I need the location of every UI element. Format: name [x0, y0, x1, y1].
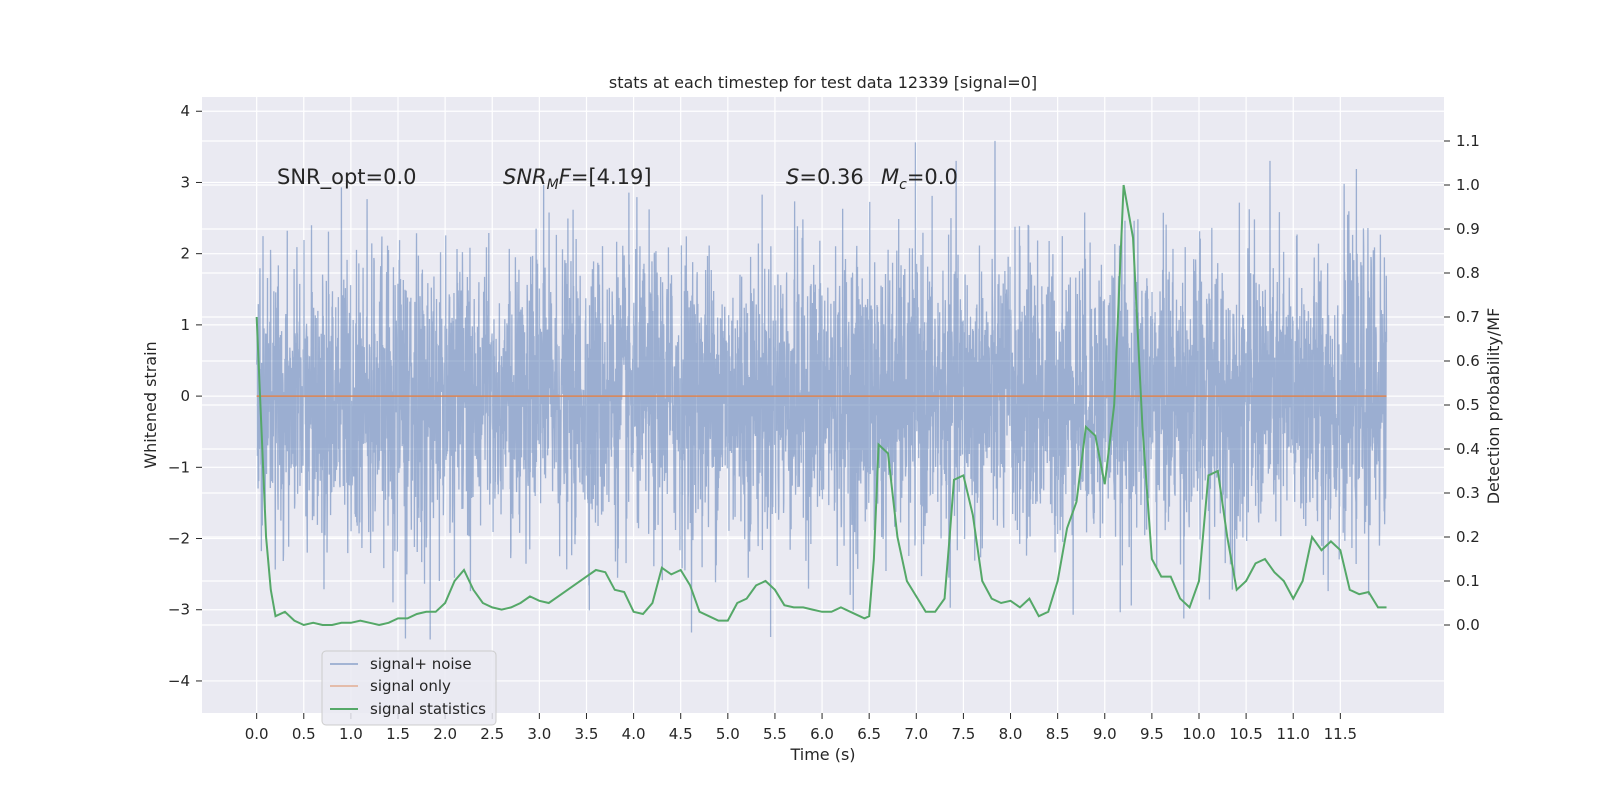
x-tick-label: 3.5 [575, 725, 599, 743]
legend-label-signal-noise: signal+ noise [370, 655, 472, 673]
x-tick-label: 3.0 [527, 725, 551, 743]
mc-symbol: M [881, 165, 899, 189]
y2-tick-label: 0.8 [1456, 264, 1480, 282]
y2-axis-ticks: 0.0 0.1 0.2 0.3 0.4 0.5 0.6 0.7 0.8 0.9 1.0 1.1 [1444, 132, 1480, 634]
legend-box [321, 650, 497, 726]
mc-subscript: c [899, 177, 907, 193]
annotation-snr-mf: SNRMF=[4.19] [503, 165, 652, 193]
x-tick-label: 1.0 [339, 725, 363, 743]
y-tick-label: −1 [168, 458, 190, 476]
y-tick-label: −3 [168, 601, 190, 619]
annotation-snr-opt: SNR_opt=0.0 [277, 165, 417, 190]
y-tick-label: 1 [180, 316, 190, 334]
x-tick-label: 2.5 [480, 725, 504, 743]
x-tick-label: 5.5 [763, 725, 787, 743]
x-tick-label: 11.5 [1324, 725, 1357, 743]
x-tick-label: 0.5 [292, 725, 316, 743]
y2-tick-label: 1.1 [1456, 132, 1480, 150]
y-tick-label: −4 [168, 672, 190, 690]
s-value: =0.36 [799, 165, 863, 189]
signal-noise-line [256, 140, 1388, 640]
y-tick-label: 4 [180, 102, 190, 120]
x-tick-label: 10.0 [1182, 725, 1215, 743]
x-tick-label: 0.0 [245, 725, 269, 743]
x-axis-ticks: 0.0 0.5 1.0 1.5 2.0 2.5 3.0 3.5 4.0 4.5 5.0 5.5 6.0 6… [245, 713, 1357, 743]
y-tick-label: −2 [168, 530, 190, 548]
x-tick-label: 5.0 [716, 725, 740, 743]
x-tick-label: 2.0 [433, 725, 457, 743]
x-tick-label: 9.5 [1140, 725, 1164, 743]
y2-tick-label: 0.6 [1456, 352, 1480, 370]
snr-f-symbol: F [559, 165, 572, 189]
y-tick-label: 3 [180, 173, 190, 191]
snr-symbol: SNR [503, 165, 547, 189]
snr-mf-value: =[4.19] [571, 165, 652, 189]
mc-value: =0.0 [907, 165, 958, 189]
y2-tick-label: 0.5 [1456, 396, 1480, 414]
y2-tick-label: 0.9 [1456, 220, 1480, 238]
y-tick-label: 2 [180, 245, 190, 263]
y-tick-label: 0 [180, 387, 190, 405]
signal-statistics-line [255, 184, 1387, 627]
y2-tick-label: 0.0 [1456, 616, 1480, 634]
y2-tick-label: 0.3 [1456, 484, 1480, 502]
x-tick-label: 7.5 [951, 725, 975, 743]
x-tick-label: 1.5 [386, 725, 410, 743]
x-tick-label: 11.0 [1277, 725, 1310, 743]
y2-tick-label: 0.7 [1456, 308, 1480, 326]
x-axis-label: Time (s) [789, 745, 855, 764]
y2-axis-label: Detection probability/MF [1484, 308, 1503, 505]
x-tick-label: 4.5 [669, 725, 693, 743]
chart-title: stats at each timestep for test data 123… [609, 73, 1037, 92]
x-tick-label: 10.5 [1229, 725, 1262, 743]
y2-tick-label: 0.1 [1456, 572, 1480, 590]
y-axis-label: Whitened strain [141, 341, 160, 468]
y2-tick-label: 0.4 [1456, 440, 1480, 458]
annotation-s: S=0.36 [786, 165, 864, 189]
x-tick-label: 7.0 [904, 725, 928, 743]
s-symbol: S [786, 165, 799, 189]
x-tick-label: 6.5 [857, 725, 881, 743]
legend-label-signal-statistics: signal statistics [370, 700, 486, 718]
snr-subscript: M [547, 177, 559, 193]
x-tick-label: 4.0 [622, 725, 646, 743]
legend: signal+ noise signal only signal statist… [321, 650, 497, 726]
legend-label-signal-only: signal only [370, 677, 451, 695]
x-tick-label: 8.5 [1046, 725, 1070, 743]
y2-tick-label: 0.2 [1456, 528, 1480, 546]
x-tick-label: 9.0 [1093, 725, 1117, 743]
y-axis-ticks: −4 −3 −2 −1 0 1 2 3 4 [168, 102, 202, 690]
annotation-mc: Mc=0.0 [881, 165, 958, 193]
x-tick-label: 6.0 [810, 725, 834, 743]
y2-tick-label: 1.0 [1456, 176, 1480, 194]
x-tick-label: 8.0 [999, 725, 1023, 743]
